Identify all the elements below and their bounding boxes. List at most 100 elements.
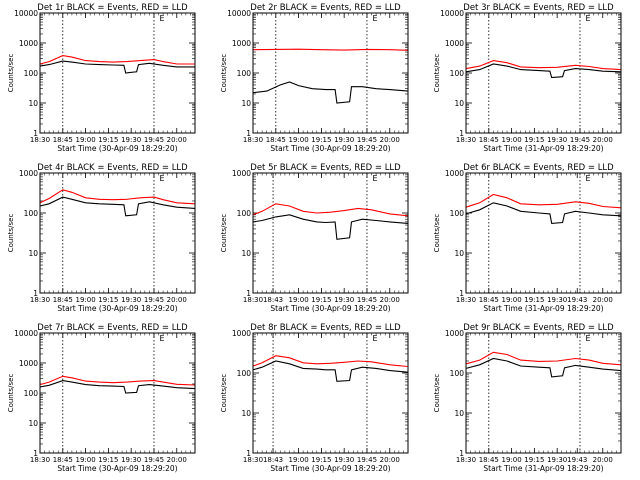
y-tick-label: 1 [246, 129, 251, 138]
y-tick-label: 10 [28, 99, 38, 108]
x-tick-label: 19:00 [288, 296, 308, 304]
y-tick-label: 1000 [445, 39, 464, 48]
events-series-line [39, 60, 195, 74]
y-tick-label: 1 [246, 449, 251, 458]
x-tick-label: 19:30 [334, 136, 354, 144]
y-tick-label: 100 [450, 69, 465, 78]
events-series-line [465, 63, 622, 79]
x-tick-label: 19:00 [288, 456, 308, 464]
e-marker-label: E [160, 14, 165, 23]
y-tick-label: 100 [24, 209, 39, 218]
x-tick-label: 19:45 [144, 456, 164, 464]
x-tick-label: 18:43 [263, 456, 283, 464]
events-series-line [39, 196, 196, 217]
x-tick-label: 19:15 [311, 456, 331, 464]
y-axis-label: Counts/sec [7, 214, 15, 253]
y-tick-label: 1000 [232, 169, 251, 178]
x-tick-label: 19:45 [357, 136, 377, 144]
x-axis-label: Start Time (30-Apr-09 18:29:20) [57, 144, 177, 153]
plot-frame [252, 332, 409, 454]
y-axis-label: Counts/sec [220, 54, 228, 93]
x-axis-label: Start Time (30-Apr-09 18:29:20) [57, 304, 177, 313]
y-tick-label: 10 [28, 419, 38, 428]
x-tick-label: 18:45 [479, 456, 499, 464]
x-axis-label: Start Time (30-Apr-09 18:29:20) [270, 464, 390, 473]
plot-frame [39, 12, 196, 134]
x-tick-label: 19:15 [524, 296, 544, 304]
panel-title: Det 1r BLACK = Events, RED = LLD [37, 3, 188, 13]
x-axis-label: Start Time (31-Apr-09 18:29:20) [483, 144, 603, 153]
x-tick-label: 18:45 [479, 296, 499, 304]
y-tick-label: 1000 [19, 359, 38, 368]
events-series-line [465, 202, 622, 224]
x-axis-label: Start Time (31-Apr-09 18:29:20) [483, 304, 603, 313]
x-axis-label: Start Time (30-Apr-09 18:29:20) [57, 464, 177, 473]
x-tick-label: 19:30 [547, 296, 567, 304]
x-tick-label: 19:30 [121, 456, 141, 464]
x-axis-label: Start Time (31-Apr-09 18:29:20) [483, 464, 603, 473]
y-tick-label: 10 [454, 409, 464, 418]
x-tick-label: 20:00 [593, 456, 613, 464]
panel-title: Det 5r BLACK = Events, RED = LLD [250, 163, 401, 173]
x-tick-label: 18:45 [53, 136, 73, 144]
x-tick-label: 18:30 [30, 136, 50, 144]
x-tick-label: 19:00 [75, 456, 95, 464]
y-tick-label: 1 [246, 289, 251, 298]
y-tick-label: 1 [459, 289, 464, 298]
x-tick-label: 18:43 [263, 296, 283, 304]
x-tick-label: 19:00 [501, 136, 521, 144]
x-tick-label: 19:00 [75, 136, 95, 144]
y-axis-label: Counts/sec [433, 374, 441, 413]
x-tick-label: 18:30 [456, 136, 476, 144]
plot-frame [465, 12, 622, 134]
x-tick-label: 18:30 [243, 456, 263, 464]
y-tick-label: 100 [450, 369, 465, 378]
y-tick-label: 1000 [445, 169, 464, 178]
e-marker-label: E [586, 334, 591, 343]
x-tick-label: 19:30 [547, 456, 567, 464]
lld-series-line [39, 375, 196, 386]
x-tick-label: 19:45 [357, 456, 377, 464]
x-tick-label: 19:00 [501, 296, 521, 304]
lld-series-line [252, 48, 409, 51]
panel-6: Det 6r BLACK = Events, RED = LLD 1 10 100 10… [433, 163, 622, 313]
panel-8: Det 8r BLACK = Events, RED = LLD 1 10 100 10… [220, 323, 409, 473]
y-axis-label: Counts/sec [7, 374, 15, 413]
y-axis-label: Counts/sec [433, 54, 441, 93]
x-tick-label: 18:30 [243, 136, 263, 144]
panel-3: Det 3r BLACK = Events, RED = LLD 1 10 100 10… [433, 3, 622, 153]
y-tick-label: 10000 [227, 9, 251, 18]
lld-series-line [465, 351, 622, 366]
panel-title: Det 4r BLACK = Events, RED = LLD [37, 163, 188, 173]
y-tick-label: 100 [237, 369, 252, 378]
y-tick-label: 10 [28, 249, 38, 258]
x-tick-label: 20:00 [167, 296, 187, 304]
x-tick-label: 19:43 [567, 296, 587, 304]
x-tick-label: 19:15 [311, 296, 331, 304]
x-tick-label: 20:00 [167, 456, 187, 464]
y-tick-label: 100 [450, 209, 465, 218]
e-marker-label: E [373, 174, 378, 183]
plot-frame [252, 172, 409, 294]
x-tick-label: 20:00 [380, 296, 400, 304]
plot-frame [39, 172, 196, 294]
x-tick-label: 19:15 [311, 136, 331, 144]
e-marker-label: E [373, 334, 378, 343]
x-tick-label: 18:45 [479, 136, 499, 144]
panel-title: Det 6r BLACK = Events, RED = LLD [463, 163, 614, 173]
lld-series-line [252, 203, 409, 217]
y-axis-label: Counts/sec [220, 374, 228, 413]
e-marker-label: E [586, 174, 591, 183]
panel-2: Det 2r BLACK = Events, RED = LLD 1 10 100 10… [220, 3, 409, 153]
y-tick-label: 1 [459, 449, 464, 458]
x-tick-label: 19:30 [547, 136, 567, 144]
x-tick-label: 20:00 [593, 136, 613, 144]
x-tick-label: 19:15 [98, 136, 118, 144]
x-tick-label: 19:45 [357, 296, 377, 304]
y-tick-label: 10 [454, 99, 464, 108]
x-tick-label: 20:00 [380, 456, 400, 464]
panel-title: Det 3r BLACK = Events, RED = LLD [463, 3, 614, 13]
e-marker-label: E [160, 334, 165, 343]
x-tick-label: 19:30 [334, 456, 354, 464]
y-tick-label: 1 [33, 289, 38, 298]
